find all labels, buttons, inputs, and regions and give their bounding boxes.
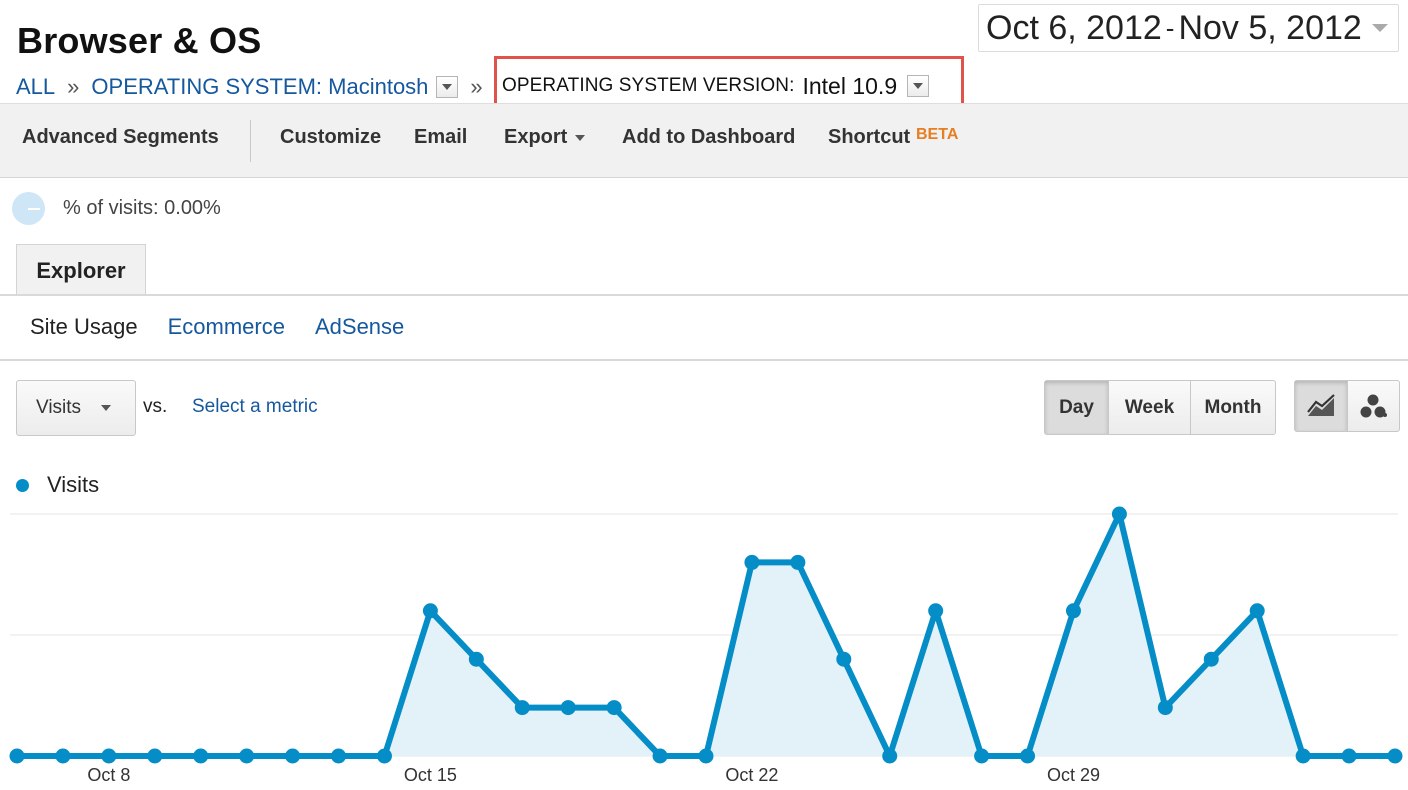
- shortcut-button[interactable]: Shortcut: [828, 126, 911, 148]
- breadcrumb: ALL » OPERATING SYSTEM: Macintosh »: [16, 72, 495, 102]
- os-version-value: Intel 10.9: [802, 72, 898, 99]
- month-button[interactable]: Month: [1204, 396, 1262, 418]
- data-point: [744, 554, 760, 570]
- data-point: [1249, 603, 1265, 619]
- os-dropdown-button[interactable]: [436, 76, 459, 98]
- vs-label: vs.: [143, 396, 168, 417]
- series-area-visits: [17, 514, 1395, 756]
- data-point: [147, 748, 163, 764]
- segment-percentage: % of visits: 0.00%: [12, 190, 221, 226]
- breadcrumb-os[interactable]: OPERATING SYSTEM: Macintosh: [91, 74, 429, 99]
- report-toolbar: Advanced Segments Customize Email Export…: [0, 103, 1408, 178]
- data-point: [1295, 748, 1311, 764]
- customize-button[interactable]: Customize: [280, 126, 382, 148]
- metric-dropdown[interactable]: Visits: [16, 380, 136, 436]
- legend-label-visits: Visits: [47, 472, 100, 497]
- data-point: [285, 748, 301, 764]
- data-point: [1387, 748, 1403, 764]
- export-button[interactable]: Export: [504, 126, 586, 149]
- chevron-down-icon: [913, 83, 924, 89]
- data-point: [698, 748, 714, 764]
- legend-dot: [16, 478, 29, 492]
- subtabs: Site Usage Ecommerce AdSense: [30, 314, 434, 340]
- x-tick-label: Oct 15: [404, 765, 457, 785]
- breadcrumb-separator: »: [470, 74, 483, 99]
- data-point: [974, 748, 990, 764]
- data-point: [331, 748, 347, 764]
- chart-legend: Visits: [16, 472, 99, 498]
- data-point: [193, 748, 209, 764]
- os-version-dropdown-button[interactable]: [907, 75, 930, 97]
- caret-down-icon: [101, 405, 112, 411]
- chart-view-toggle: [1294, 380, 1400, 432]
- toolbar-divider: [250, 120, 251, 162]
- data-point: [560, 700, 576, 716]
- metric-dropdown-label: Visits: [36, 397, 82, 418]
- tab-explorer[interactable]: Explorer: [16, 244, 146, 296]
- add-to-dashboard-button[interactable]: Add to Dashboard: [622, 126, 796, 148]
- data-point: [1203, 651, 1219, 667]
- motion-chart-icon[interactable]: [1348, 381, 1400, 431]
- subtab-ecommerce[interactable]: Ecommerce: [167, 314, 285, 339]
- data-point: [1157, 700, 1173, 716]
- beta-badge: BETA: [916, 126, 959, 143]
- data-point: [239, 748, 255, 764]
- pie-icon: [12, 191, 45, 225]
- breadcrumb-all[interactable]: ALL: [16, 74, 56, 99]
- data-point: [1020, 748, 1036, 764]
- tab-divider: [0, 294, 1408, 296]
- date-range-picker[interactable]: Oct 6, 2012 - Nov 5, 2012: [978, 4, 1399, 52]
- granularity-toggle: Day Week Month: [1044, 380, 1276, 435]
- data-point: [468, 651, 484, 667]
- subtab-adsense[interactable]: AdSense: [314, 314, 405, 339]
- data-point: [1065, 603, 1081, 619]
- chevron-down-icon: [442, 84, 453, 90]
- date-separator: -: [1165, 12, 1175, 43]
- visits-chart: Oct 8 Oct 15 Oct 22 Oct 29: [9, 506, 1403, 785]
- export-label: Export: [504, 126, 568, 148]
- data-point: [652, 748, 668, 764]
- day-button[interactable]: Day: [1045, 381, 1109, 434]
- data-point: [790, 554, 806, 570]
- advanced-segments-button[interactable]: Advanced Segments: [22, 126, 219, 148]
- data-point: [836, 651, 852, 667]
- subtab-divider: [0, 359, 1408, 361]
- data-point: [882, 748, 898, 764]
- data-point: [606, 700, 622, 716]
- data-point: [422, 603, 438, 619]
- date-end: Nov 5, 2012: [1178, 8, 1362, 47]
- breadcrumb-separator: »: [67, 74, 80, 99]
- date-start: Oct 6, 2012: [986, 8, 1162, 47]
- data-point: [376, 748, 392, 764]
- subtab-site-usage[interactable]: Site Usage: [30, 314, 138, 339]
- email-button[interactable]: Email: [414, 126, 468, 148]
- week-button[interactable]: Week: [1109, 381, 1191, 434]
- data-point: [514, 700, 530, 716]
- select-metric-link[interactable]: Select a metric: [192, 396, 318, 417]
- chevron-down-icon[interactable]: [1362, 5, 1398, 51]
- caret-down-icon: [575, 134, 586, 141]
- x-tick-label: Oct 29: [1047, 765, 1100, 785]
- x-tick-label: Oct 8: [87, 765, 130, 785]
- line-chart-icon[interactable]: [1295, 381, 1348, 431]
- data-point: [1111, 506, 1127, 522]
- os-version-label: OPERATING SYSTEM VERSION:: [502, 75, 795, 96]
- page-title: Browser & OS: [17, 20, 262, 61]
- x-tick-label: Oct 22: [725, 765, 778, 785]
- data-point: [928, 603, 944, 619]
- data-point: [55, 748, 71, 764]
- data-point: [1341, 748, 1357, 764]
- percent-visits-text: % of visits: 0.00%: [63, 196, 221, 219]
- data-point: [101, 748, 117, 764]
- data-point: [9, 748, 25, 764]
